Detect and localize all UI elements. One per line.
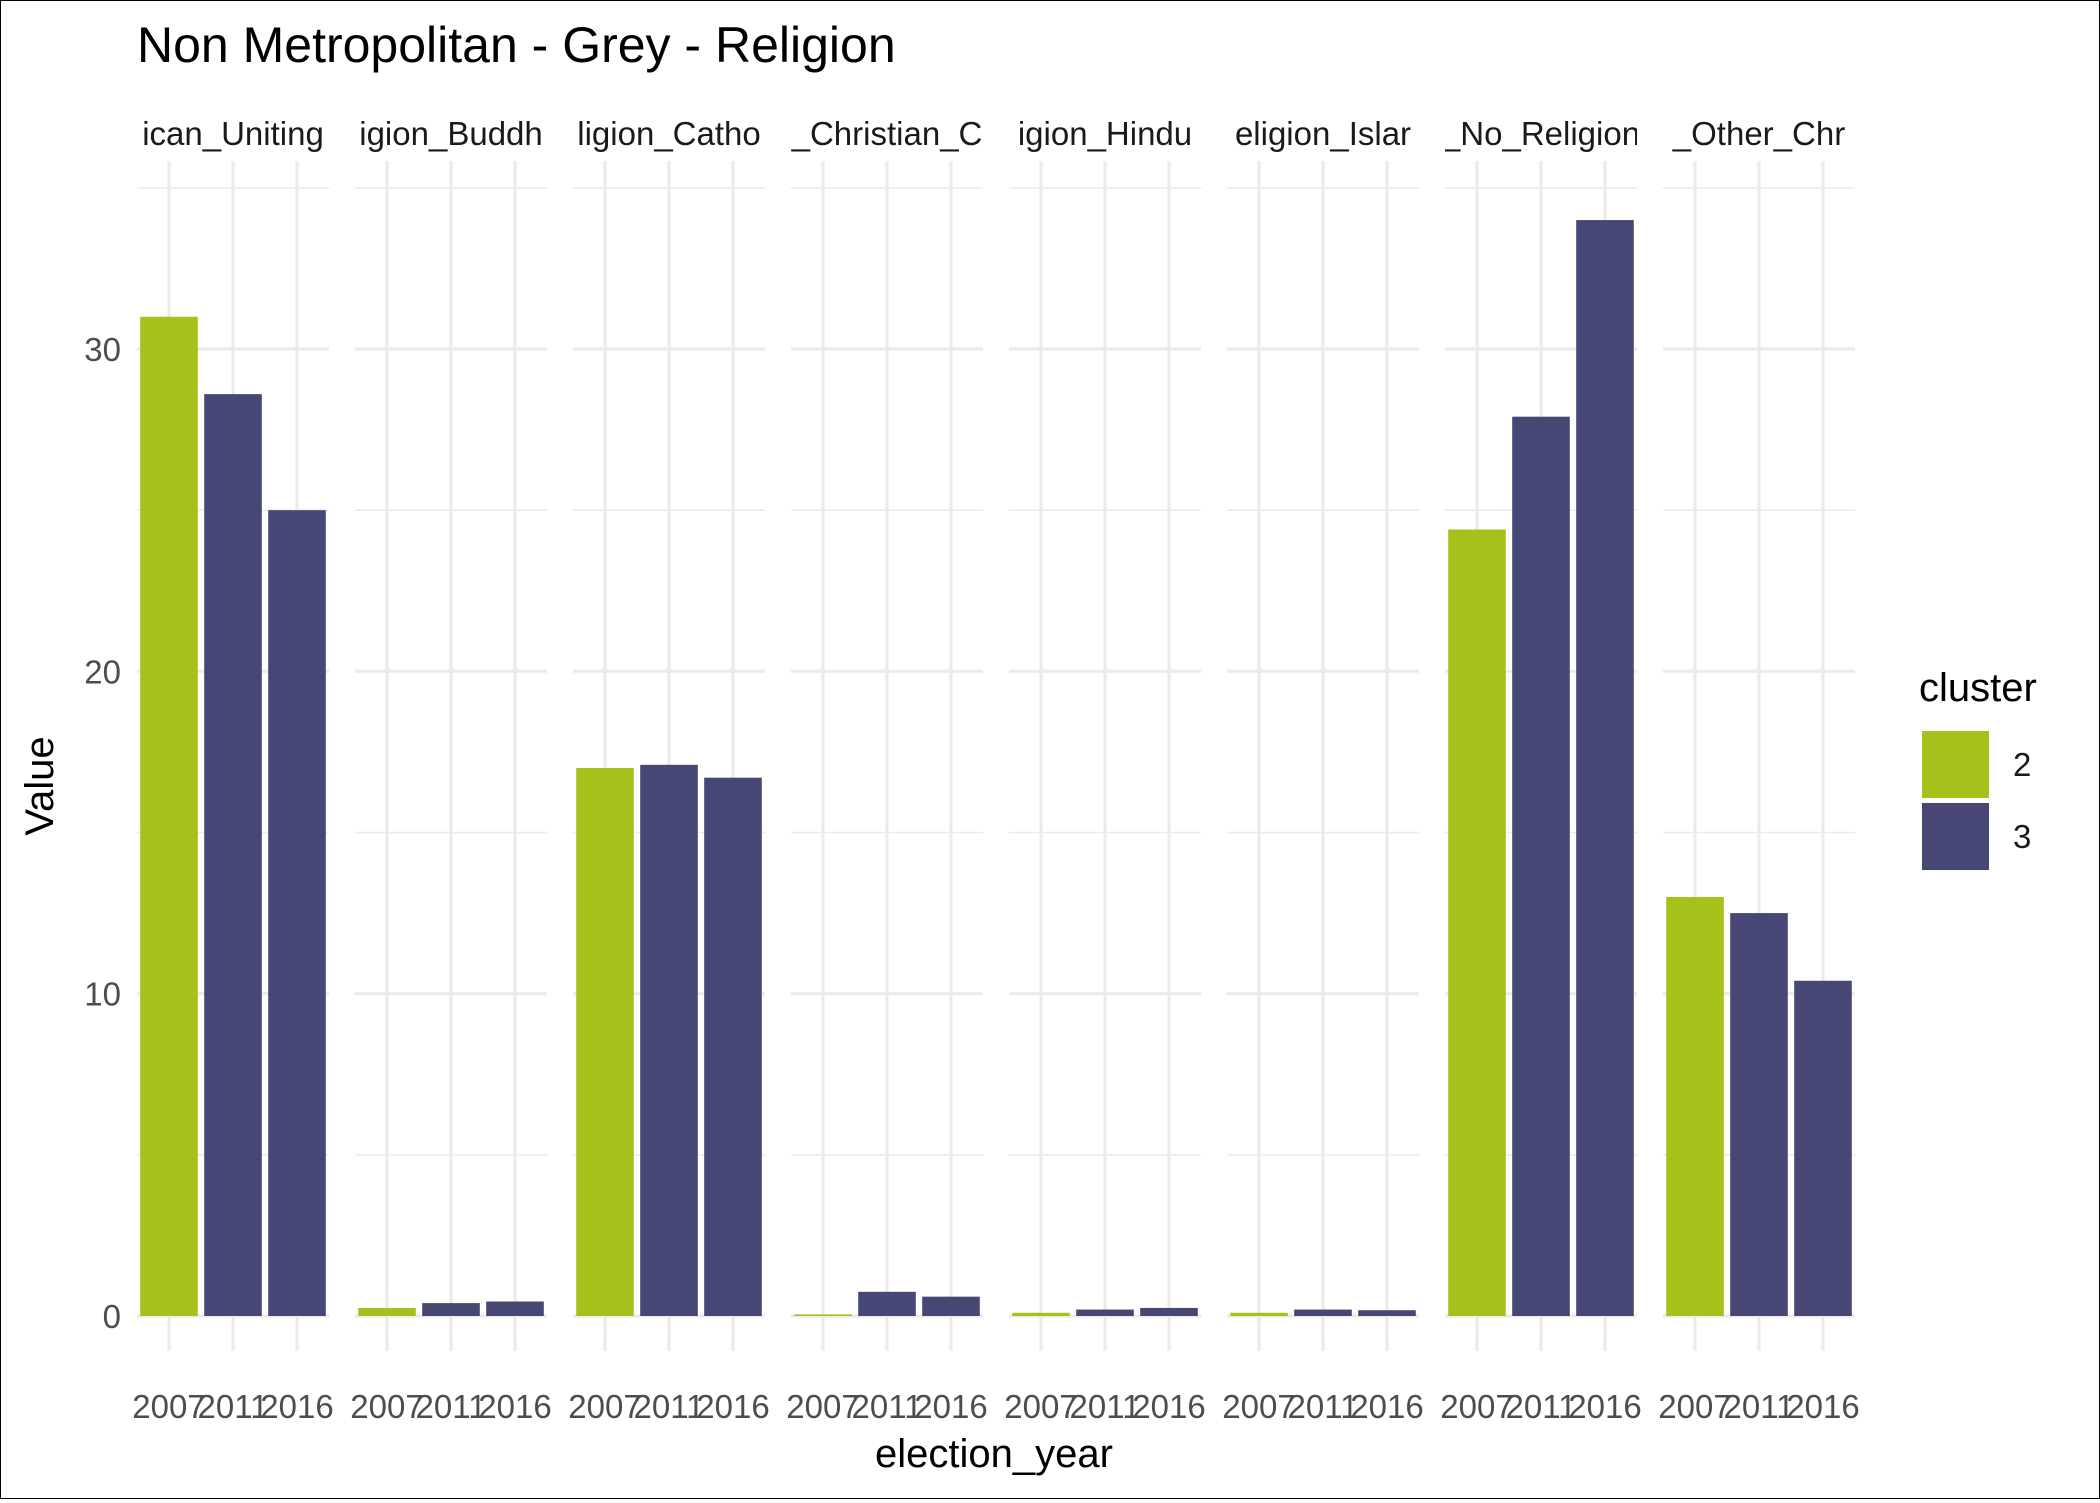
bar [1666, 896, 1724, 1316]
facet-strip-label: _Christian_C [791, 115, 983, 152]
x-tick-label: 2007 [1658, 1388, 1731, 1425]
x-tick-label: 2011 [1506, 1388, 1577, 1425]
bar [1230, 1312, 1288, 1316]
x-tick-label: 2007 [132, 1388, 205, 1425]
x-tick-label: 2011 [416, 1388, 487, 1425]
bar [268, 510, 326, 1317]
y-axis-title: Value [18, 736, 62, 835]
facet-strip-label: ligion_Catho [577, 115, 760, 152]
bar [422, 1303, 480, 1316]
x-tick-label: 2007 [1440, 1388, 1513, 1425]
x-tick-label: 2011 [1288, 1388, 1359, 1425]
y-tick-label: 30 [84, 331, 121, 368]
bar [358, 1307, 416, 1316]
x-tick-label: 2011 [198, 1388, 269, 1425]
x-tick-label: 2016 [914, 1388, 987, 1425]
x-axis-title: election_year [875, 1432, 1113, 1476]
bar [922, 1296, 980, 1316]
x-tick-label: 2016 [1786, 1388, 1859, 1425]
facet-strip-label: igion_Buddh [359, 115, 543, 152]
y-tick-label: 20 [84, 653, 121, 690]
bars [140, 220, 1852, 1317]
bar [1076, 1309, 1134, 1316]
bar [1730, 913, 1788, 1316]
x-tick-label: 2011 [1070, 1388, 1141, 1425]
bar [1294, 1309, 1352, 1316]
y-axis-ticks: 0 10 20 30 [84, 331, 121, 1335]
x-tick-label: 2016 [260, 1388, 333, 1425]
x-tick-label: 2016 [1132, 1388, 1205, 1425]
facet-strip-label: _Other_Chr [1672, 115, 1845, 152]
bar [204, 394, 262, 1316]
y-tick-label: 10 [84, 976, 121, 1013]
bar [640, 764, 698, 1316]
x-tick-label: 2007 [350, 1388, 423, 1425]
facet-strip-label: _No_Religion [1441, 115, 1640, 152]
facet-strip-label: ican_Uniting [142, 115, 324, 152]
facet-strip-label: igion_Hindu [1018, 115, 1192, 152]
bar [1448, 529, 1506, 1316]
legend-label: 3 [2013, 818, 2031, 855]
x-tick-label: 2016 [696, 1388, 769, 1425]
bar [1358, 1310, 1416, 1316]
bar [486, 1301, 544, 1316]
bar [1140, 1307, 1198, 1316]
bar [1012, 1312, 1070, 1316]
x-tick-label: 2007 [568, 1388, 641, 1425]
legend-title: cluster [1919, 666, 2037, 710]
x-tick-label: 2011 [634, 1388, 705, 1425]
x-tick-label: 2011 [1724, 1388, 1795, 1425]
x-tick-label: 2007 [1222, 1388, 1295, 1425]
facet-strips: ican_Uniting igion_Buddh ligion_Catho _Chri… [142, 115, 1845, 152]
x-tick-label: 2016 [1350, 1388, 1423, 1425]
bar [1576, 220, 1634, 1317]
facet-strip-label: eligion_Islar [1235, 115, 1411, 152]
legend-key [1922, 731, 1989, 798]
legend: cluster 2 3 [1919, 666, 2037, 870]
bar [858, 1291, 916, 1316]
bar [794, 1314, 852, 1316]
bar [576, 768, 634, 1316]
chart-title: Non Metropolitan - Grey - Religion [137, 17, 896, 73]
x-tick-label: 2007 [1004, 1388, 1077, 1425]
bar [140, 316, 198, 1316]
bar [704, 777, 762, 1316]
legend-key [1922, 803, 1989, 870]
legend-label: 2 [2013, 746, 2031, 783]
x-tick-label: 2011 [852, 1388, 923, 1425]
y-tick-label: 0 [103, 1298, 121, 1335]
bar [1794, 980, 1852, 1316]
x-tick-label: 2016 [1568, 1388, 1641, 1425]
bar [1512, 416, 1570, 1316]
x-tick-label: 2016 [478, 1388, 551, 1425]
x-tick-label: 2007 [786, 1388, 859, 1425]
